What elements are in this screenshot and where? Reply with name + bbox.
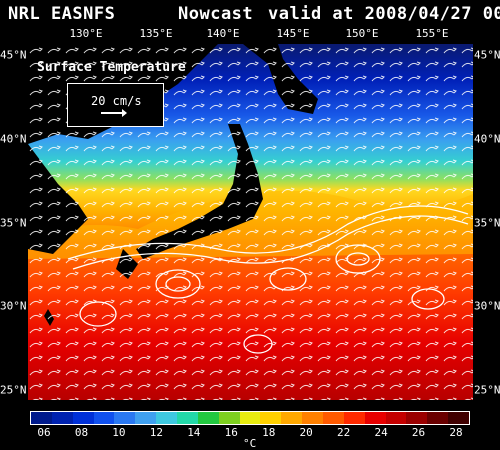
lat-label: 45°N bbox=[0, 48, 27, 62]
colorbar-swatch bbox=[218, 412, 240, 424]
colorbar-tick-label: 16 bbox=[224, 426, 238, 439]
colorbar-swatch bbox=[343, 412, 365, 424]
colorbar-swatch bbox=[135, 412, 157, 424]
colorbar-tick-label: 10 bbox=[112, 426, 126, 439]
colorbar-swatch bbox=[51, 412, 73, 424]
colorbar-swatch bbox=[114, 412, 136, 424]
source-label: NRL EASNFS bbox=[8, 4, 116, 24]
vector-scale-label: 20 cm/s bbox=[91, 94, 142, 108]
lat-label: 40°N bbox=[474, 132, 500, 146]
lon-label: 145°E bbox=[276, 27, 310, 40]
lat-label: 30°N bbox=[0, 299, 27, 313]
colorbar-tick-label: 18 bbox=[262, 426, 276, 439]
colorbar-swatch bbox=[72, 412, 94, 424]
colorbar-tick-label: 08 bbox=[74, 426, 89, 439]
longitude-axis: 130°E 135°E 140°E 145°E 150°E 155°E bbox=[0, 27, 500, 41]
colorbar-swatch bbox=[385, 412, 407, 424]
lat-label: 30°N bbox=[474, 299, 500, 313]
lat-label: 45°N bbox=[474, 48, 500, 62]
colorbar-tick-label: 12 bbox=[149, 426, 163, 439]
lat-label: 35°N bbox=[0, 216, 27, 230]
colorbar-tick-label: 28 bbox=[449, 426, 463, 439]
colorbar-swatch bbox=[197, 412, 219, 424]
colorbar-tick-label: 20 bbox=[299, 426, 313, 439]
colorbar-swatch bbox=[281, 412, 303, 424]
lon-label: 130°E bbox=[69, 27, 103, 40]
colorbar-swatch bbox=[448, 412, 470, 424]
lat-label: 40°N bbox=[0, 132, 27, 146]
vector-scale-legend: 20 cm/s bbox=[67, 83, 164, 127]
colorbar-swatch bbox=[260, 412, 282, 424]
colorbar-swatch bbox=[427, 412, 449, 424]
lat-label: 25°N bbox=[0, 383, 27, 397]
colorbar-swatch bbox=[302, 412, 324, 424]
colorbar-swatch bbox=[156, 412, 178, 424]
lat-label: 35°N bbox=[474, 216, 500, 230]
colorbar-tick-label: 06 bbox=[37, 426, 51, 439]
colorbar-tick-label: 22 bbox=[337, 426, 351, 439]
colorbar-tick-label: 24 bbox=[374, 426, 388, 439]
lon-label: 140°E bbox=[206, 27, 240, 40]
valid-time-label: valid at 2008/04/27 00Z bbox=[268, 4, 500, 24]
lat-label: 25°N bbox=[474, 383, 500, 397]
vector-arrow-icon bbox=[101, 109, 127, 117]
lon-label: 150°E bbox=[345, 27, 379, 40]
colorbar-swatch bbox=[31, 412, 52, 424]
colorbar-unit: °C bbox=[243, 437, 257, 450]
colorbar-swatch bbox=[93, 412, 115, 424]
colorbar-swatch bbox=[177, 412, 198, 424]
colorbar-tick-label: 26 bbox=[411, 426, 426, 439]
colorbar-swatch bbox=[239, 412, 261, 424]
lon-label: 155°E bbox=[415, 27, 449, 40]
field-label: Surface Temperature bbox=[37, 60, 186, 75]
temperature-colorbar bbox=[30, 411, 470, 425]
product-label: Nowcast bbox=[178, 4, 254, 24]
colorbar-tick-label: 14 bbox=[187, 426, 201, 439]
colorbar-swatch bbox=[364, 412, 386, 424]
colorbar-swatch bbox=[406, 412, 428, 424]
colorbar-swatch bbox=[323, 412, 344, 424]
colorbar-ticks: 06 08 10 12 14 16 18 20 22 24 26 28 bbox=[30, 426, 470, 440]
lon-label: 135°E bbox=[139, 27, 173, 40]
